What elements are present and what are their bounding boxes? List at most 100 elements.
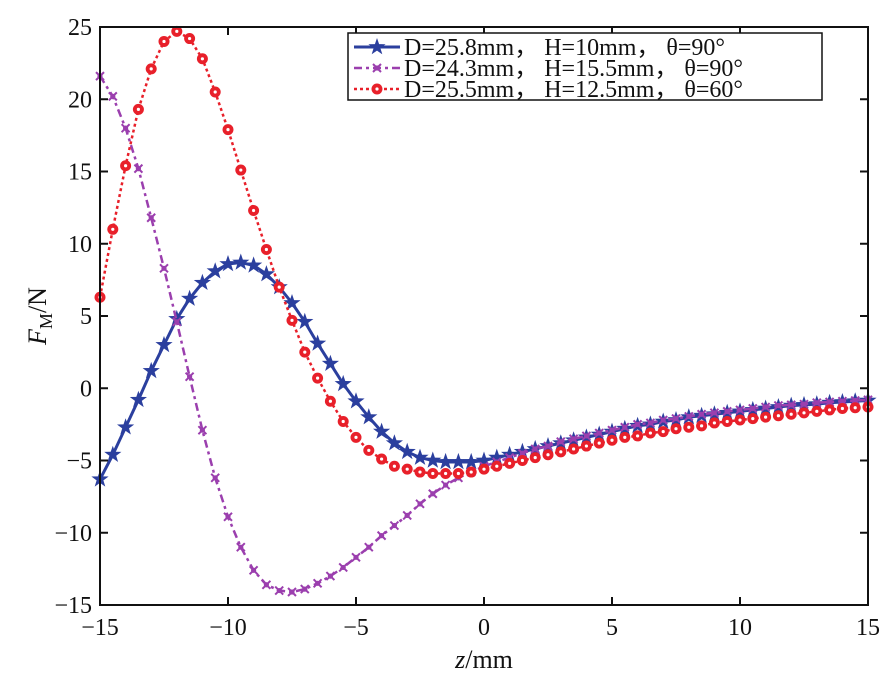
data-point [312, 578, 323, 589]
data-point-center [239, 168, 243, 172]
data-point [120, 123, 131, 133]
data-point [696, 409, 707, 419]
data-point [325, 571, 336, 581]
data-point [581, 431, 592, 441]
data-point [108, 91, 118, 102]
data-point [799, 399, 809, 409]
data-point-center [751, 416, 755, 421]
data-point [684, 411, 694, 422]
data-point [385, 434, 403, 451]
legend-entry: D=24.3mm， H=15.5mm， θ=90° [354, 56, 743, 82]
data-point [530, 444, 540, 454]
data-point [172, 317, 182, 327]
data-point [773, 400, 784, 411]
data-point-center [559, 450, 563, 454]
data-point-center [674, 427, 678, 431]
data-point [351, 552, 361, 563]
legend-label: D=24.3mm， H=15.5mm， θ=90° [404, 56, 743, 82]
data-point-center [482, 467, 486, 471]
data-point-center [648, 431, 653, 435]
y-tick-label: 10 [68, 232, 92, 258]
data-point [824, 397, 835, 407]
data-point [556, 437, 566, 447]
data-point-center [802, 411, 806, 415]
data-point-center [149, 67, 153, 71]
x-tick-label: 15 [856, 615, 880, 641]
data-point [376, 530, 387, 541]
data-point [117, 418, 135, 435]
data-point-center [264, 247, 268, 252]
x-tick-label: −15 [81, 615, 119, 641]
data-point [594, 428, 604, 438]
data-point-center [687, 425, 691, 429]
data-point [232, 253, 250, 270]
data-point-center [367, 448, 371, 452]
data-point [722, 406, 732, 417]
y-tick-label: 25 [68, 15, 92, 41]
data-point-center [200, 57, 204, 61]
data-point-center [533, 456, 537, 460]
data-point-center [277, 285, 281, 289]
data-point [501, 445, 519, 462]
x-tick-label: 0 [478, 615, 490, 641]
data-point-center [700, 424, 704, 428]
data-point [735, 405, 745, 415]
data-point-center [354, 435, 358, 439]
data-point [607, 425, 617, 435]
data-point [197, 425, 208, 435]
data-point-center [136, 107, 140, 111]
legend: D=25.8mm， H=10mm， θ=90°D=24.3mm， H=15.5m… [347, 32, 823, 103]
data-point-center [853, 406, 857, 410]
axis-ticks: −15 −10 −5 0 5 10 15 −15 −10 −5 0 5 10 15 20 25 [54, 15, 880, 641]
data-point [424, 451, 442, 468]
data-point-center [405, 467, 409, 471]
data-point-center [392, 464, 396, 468]
data-point [645, 418, 656, 428]
data-point-center [316, 376, 320, 380]
data-point-center [111, 227, 115, 231]
data-point [309, 334, 327, 351]
data-point [283, 294, 301, 311]
data-point [398, 442, 416, 460]
data-point [437, 452, 455, 470]
data-point [206, 262, 224, 279]
data-point [748, 403, 758, 414]
legend-marker [372, 63, 382, 73]
data-point [415, 499, 425, 509]
x-tick-label: 5 [606, 615, 618, 641]
data-point [159, 263, 169, 274]
data-point-center [290, 318, 294, 322]
data-point [488, 448, 506, 465]
data-point-center [469, 470, 473, 474]
data-point [543, 441, 553, 451]
data-point-center [725, 419, 729, 424]
data-point [274, 585, 284, 596]
data-point [245, 256, 263, 273]
data-point [760, 402, 771, 412]
y-tick-label: 5 [80, 304, 92, 330]
data-point-center [124, 164, 128, 168]
data-point [184, 371, 195, 382]
data-point-center [764, 415, 768, 419]
data-point [155, 335, 173, 353]
data-point [449, 452, 467, 470]
plot-frame [99, 26, 869, 606]
data-point-center [252, 208, 256, 213]
data-point [334, 374, 352, 392]
legend-label: D=25.5mm， H=12.5mm， θ=60° [404, 77, 743, 103]
data-point-center [418, 470, 422, 474]
data-point [364, 542, 374, 552]
data-point [287, 587, 297, 597]
y-axis-label: FM/N [23, 287, 56, 346]
data-point [620, 422, 630, 432]
data-point-center [610, 438, 614, 442]
series-line [98, 261, 869, 480]
data-point [257, 265, 275, 282]
data-point [223, 512, 233, 522]
x-tick-label: −10 [209, 615, 247, 641]
data-point [658, 415, 668, 425]
data-point [181, 289, 199, 306]
legend-marker [368, 38, 386, 55]
data-point [428, 489, 438, 499]
data-point [338, 562, 348, 573]
